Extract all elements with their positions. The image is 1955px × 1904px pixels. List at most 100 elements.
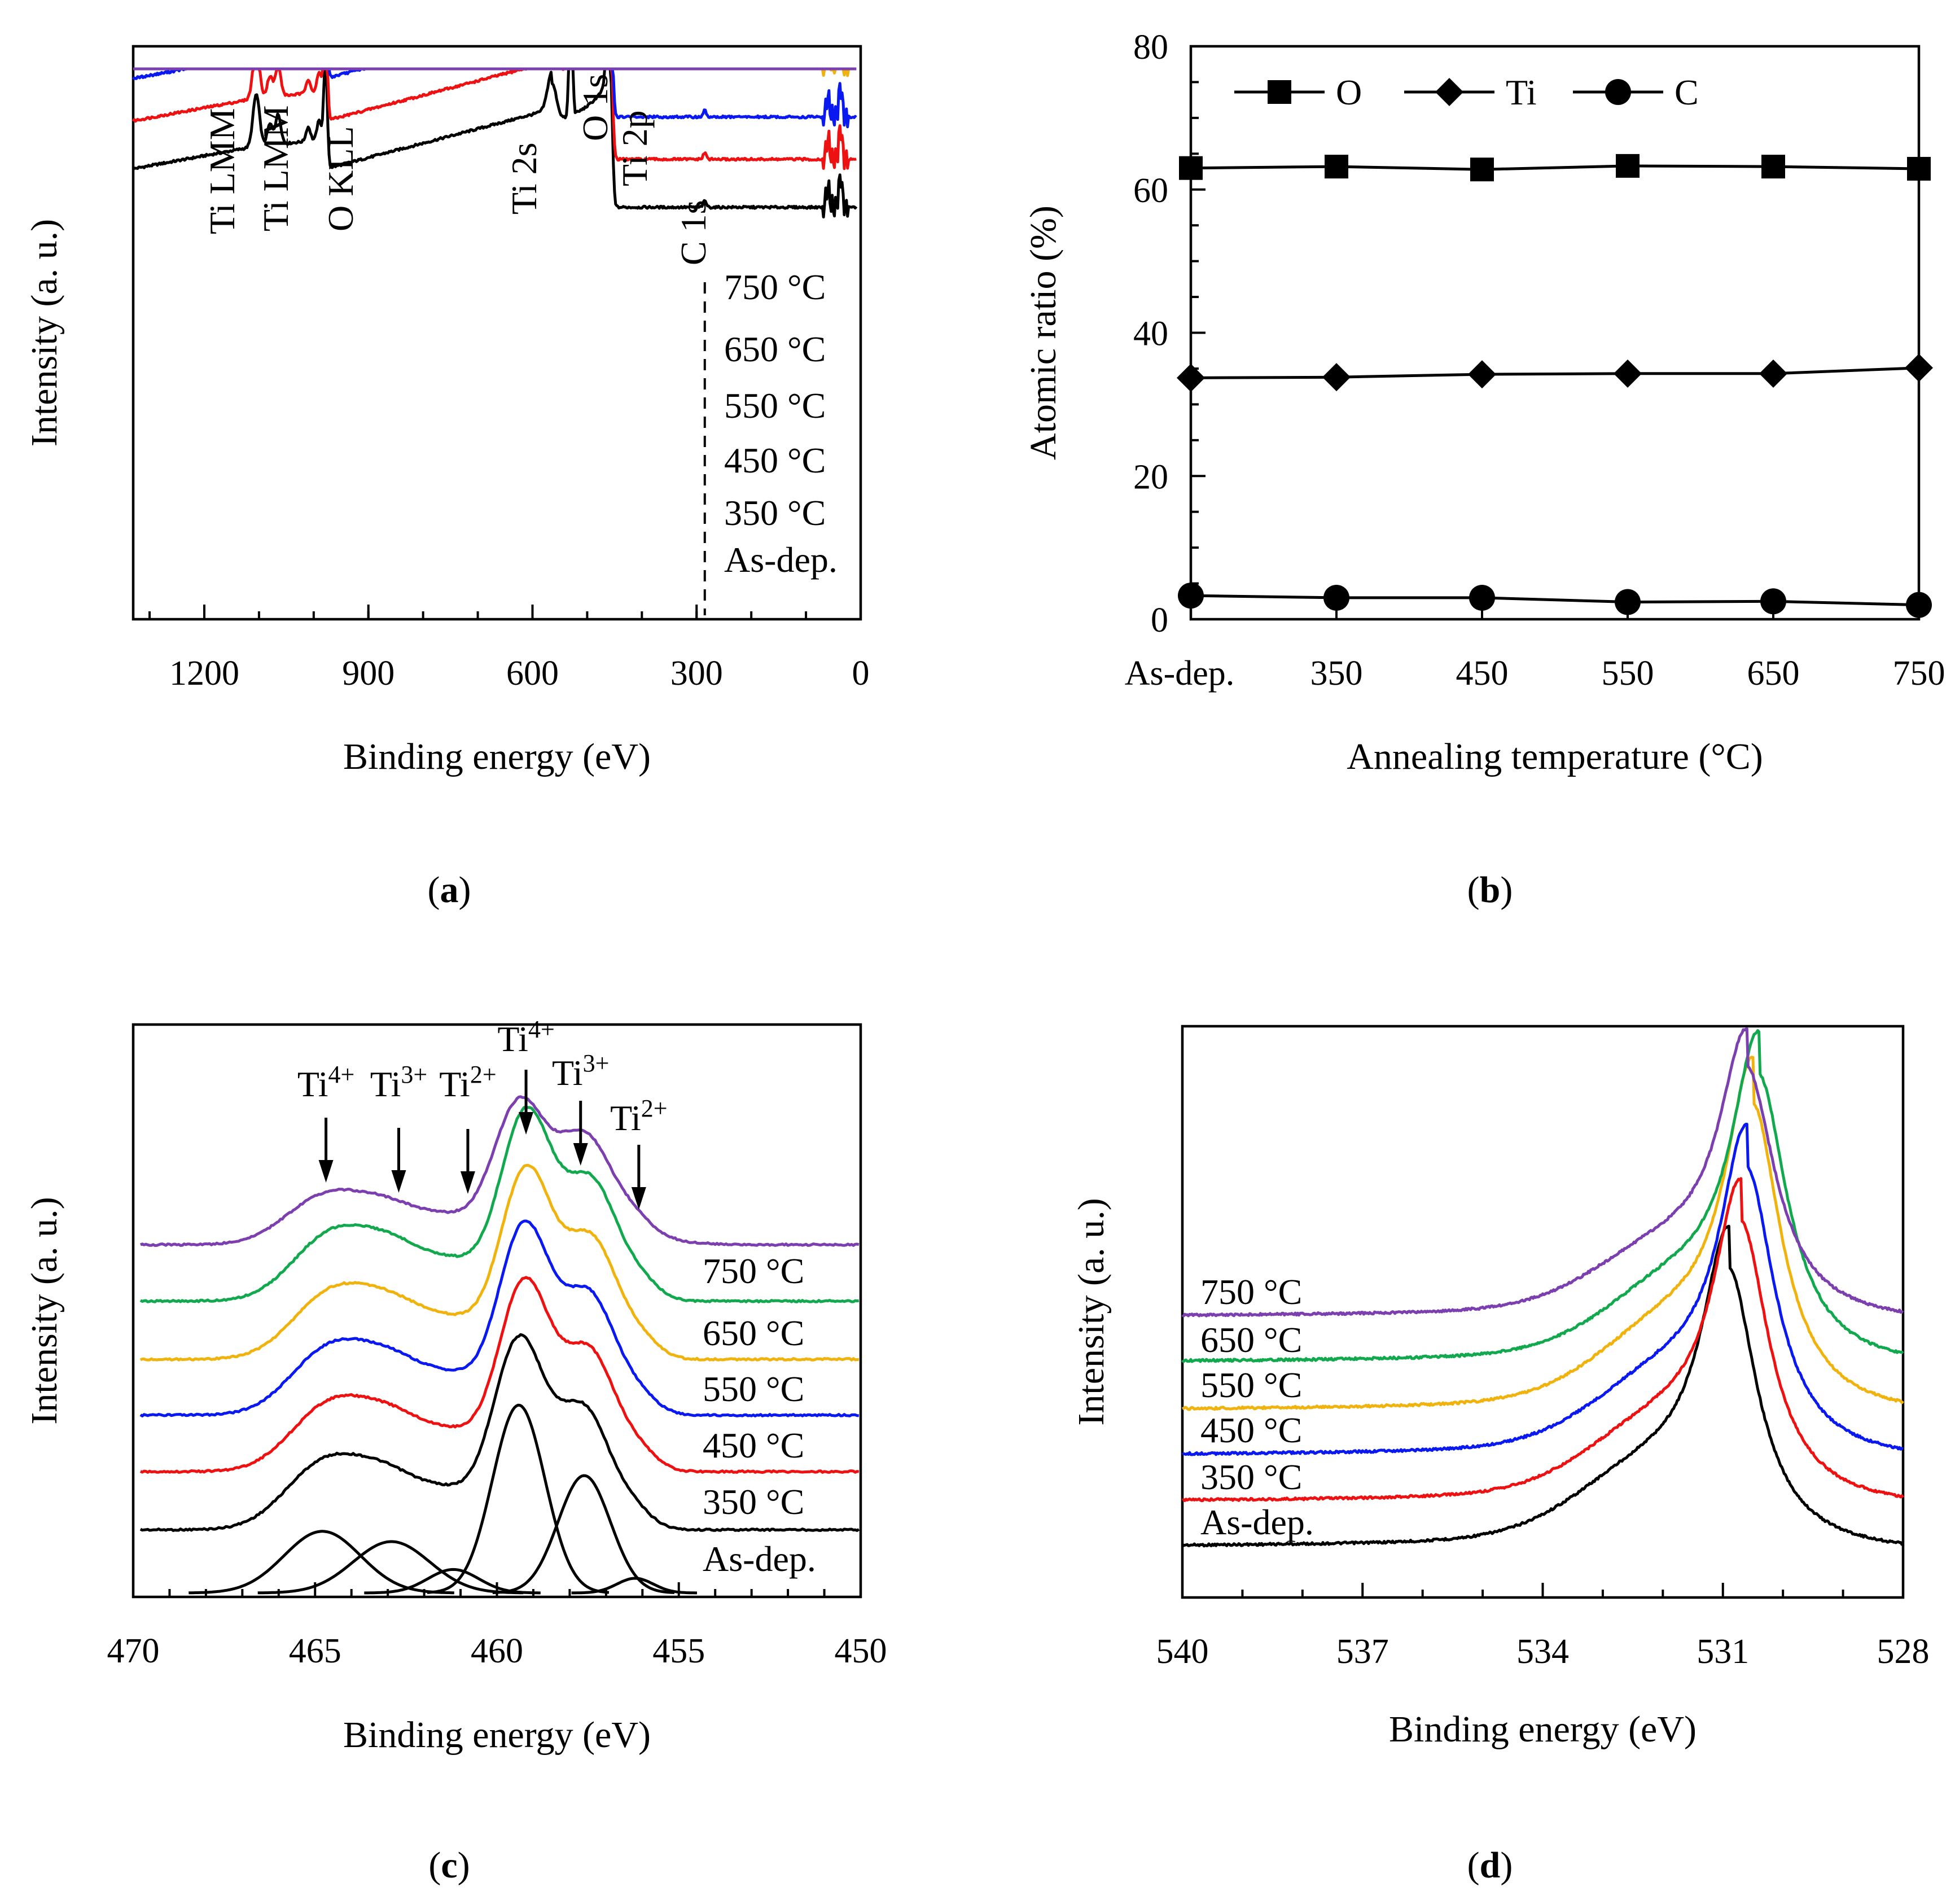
panel-c-arrow-head (391, 1170, 406, 1193)
panel-c-trace (139, 1276, 860, 1474)
panel-c-arrow-head (519, 1112, 534, 1135)
panel-c-fit-component (492, 1474, 675, 1594)
panel-c-x-tick-label: 450 (835, 1632, 887, 1670)
panel-c-arrow-annotation: Ti2+ (610, 1095, 668, 1210)
panel-a-peak-label: O KLL (321, 126, 361, 231)
panel-d-trace-label: As-dep. (1200, 1502, 1314, 1542)
panel-c-trace (139, 1219, 859, 1417)
panel-c-arrow-head (318, 1160, 334, 1183)
panel-c-trace (139, 1163, 860, 1362)
panel-a-y-axis-label: Intensity (a. u.) (24, 219, 65, 447)
panel-b-data-point (1905, 353, 1933, 382)
panel-b-data-point (1325, 155, 1348, 179)
panel-a-trace-label: 350 °C (724, 493, 826, 533)
panel-a-trace (131, 67, 858, 218)
panel-c-x-tick-label: 465 (289, 1632, 341, 1670)
panel-c-arrow-annotation: Ti4+ (497, 1016, 555, 1135)
panel-c-ti2p-chart: 470 465 460 455 450 As-dep. 350 °C 450 °C 550 °C… (24, 1016, 887, 1886)
panel-a-plot-frame (131, 45, 862, 621)
panel-b-data-point (1323, 584, 1349, 611)
panel-b-y-tick-label: 20 (1133, 458, 1168, 496)
panel-c-trace (139, 1095, 860, 1247)
panel-a-x-tick-label: 600 (506, 654, 559, 693)
panel-b-data-point (1178, 583, 1204, 609)
panel-b-series-line (1190, 594, 1919, 607)
panel-b-plot-frame (1189, 45, 1921, 621)
panel-d-y-axis-label: Intensity (a. u.) (1071, 1198, 1112, 1425)
panel-d-x-tick-label: 540 (1156, 1632, 1209, 1671)
panel-b-data-point (1177, 364, 1205, 392)
panel-d-trace (1181, 1177, 1905, 1503)
panel-b-legend-label: Ti (1506, 72, 1537, 112)
panel-d-x-tick-label: 537 (1336, 1632, 1389, 1671)
panel-c-fit-component (427, 1403, 610, 1594)
panel-b-data-point (1615, 589, 1641, 615)
panel-d-trace-label: 550 °C (1200, 1365, 1302, 1405)
panel-c-trace-label: 450 °C (703, 1425, 804, 1465)
panel-c-trace-label: As-dep. (703, 1539, 816, 1579)
panel-d-caption: (d) (1467, 1845, 1513, 1886)
panel-c-trace-label: 750 °C (703, 1251, 804, 1291)
panel-b-legend-marker (1605, 79, 1631, 105)
panel-c-fit-component (571, 1577, 697, 1595)
panel-b-caption: (b) (1467, 869, 1513, 911)
panel-c-oxidation-state-label: Ti3+ (370, 1061, 427, 1104)
panel-b-data-point (1616, 154, 1640, 178)
panel-a-survey-chart: 1200 900 600 300 0 As-dep. 350 °C 450 °C 550 °C 6… (24, 45, 870, 911)
panel-a-peak-label: Ti LMM (202, 108, 242, 234)
panel-c-x-tick-label: 470 (107, 1632, 160, 1670)
panel-d-trace (1181, 1029, 1904, 1363)
panel-d-trace (1181, 1123, 1904, 1456)
panel-a-trace-label: 550 °C (724, 386, 826, 426)
panel-d-trace (1181, 1027, 1904, 1318)
panel-a-trace-label: 650 °C (724, 329, 826, 369)
panel-c-caption: (c) (428, 1845, 470, 1886)
panel-c-trace-label: 550 °C (703, 1369, 804, 1409)
panel-c-trace (139, 1106, 860, 1303)
panel-b-atomic-ratio-chart: 0 20 40 60 80 As-dep. 350 450 550 650 750 O Ti C Annea… (1023, 28, 1945, 911)
panel-c-trace-label: 650 °C (703, 1313, 804, 1353)
panel-c-arrow-head (573, 1143, 588, 1166)
panel-c-trace (139, 1333, 860, 1532)
panel-b-legend-label: C (1675, 72, 1699, 112)
panel-a-peak-label: Ti 2p (615, 110, 655, 186)
panel-b-series-c (1178, 583, 1932, 618)
panel-c-fit-component (257, 1540, 524, 1595)
panel-b-legend-label: O (1336, 72, 1362, 112)
panel-a-peak-label: O 1s (575, 74, 615, 141)
panel-c-x-axis-label: Binding energy (eV) (343, 1714, 651, 1756)
panel-c-oxidation-state-label: Ti2+ (439, 1061, 496, 1104)
panel-a-x-tick-label: 900 (342, 654, 394, 693)
panel-a-peak-label: Ti LMM (256, 105, 296, 231)
panel-a-trace-label: 750 °C (724, 267, 826, 307)
panel-d-x-tick-label: 531 (1697, 1632, 1749, 1671)
panel-c-oxidation-state-label: Ti3+ (552, 1049, 609, 1093)
panel-b-legend: O Ti C (1234, 72, 1699, 112)
panel-b-data-point (1470, 157, 1494, 182)
panel-b-x-tick-label: 550 (1602, 654, 1654, 693)
panel-d-trace-label: 450 °C (1200, 1410, 1302, 1450)
panel-c-arrow-annotation: Ti3+ (552, 1049, 609, 1166)
panel-a-x-tick-label: 0 (852, 654, 870, 693)
panel-a-caption: (a) (428, 869, 471, 911)
panel-b-series-line (1190, 366, 1919, 379)
panel-a-trace-label: 450 °C (724, 440, 826, 480)
panel-a-x-tick-label: 300 (670, 654, 723, 693)
panel-d-x-tick-label: 528 (1877, 1632, 1930, 1671)
panel-b-y-tick-label: 0 (1151, 601, 1168, 640)
panel-b-data-point (1179, 156, 1203, 180)
panel-c-oxidation-state-label: Ti4+ (297, 1061, 354, 1104)
panel-b-x-tick-label: 350 (1310, 654, 1363, 693)
panel-c-arrow-annotation: Ti2+ (439, 1061, 497, 1194)
panel-b-y-axis-label: Atomic ratio (%) (1023, 205, 1064, 460)
panel-b-legend-marker (1435, 78, 1463, 106)
panel-b-data-point (1907, 156, 1931, 181)
panel-b-y-tick-label: 40 (1133, 315, 1168, 353)
panel-a-trace-label: As-dep. (724, 540, 838, 580)
panel-b-x-axis-label: Annealing temperature (°C) (1347, 736, 1763, 777)
panel-b-data-point (1322, 363, 1351, 392)
panel-b-y-tick-label: 80 (1133, 28, 1168, 67)
panel-a-peak-label: Ti 2s (504, 142, 544, 215)
panel-b-legend-marker (1268, 80, 1291, 104)
